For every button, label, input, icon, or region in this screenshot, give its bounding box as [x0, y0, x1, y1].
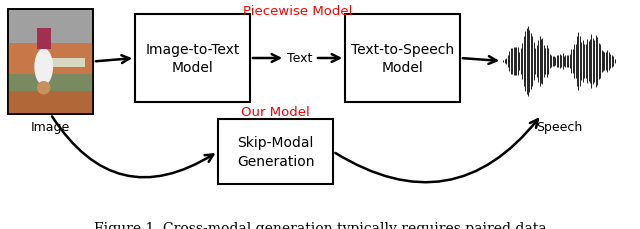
Text: Piecewise Model: Piecewise Model: [243, 5, 352, 18]
Bar: [8, 10, 93, 114]
FancyArrowPatch shape: [335, 120, 538, 183]
Text: Text: Text: [287, 52, 313, 65]
Bar: [8, 10, 93, 114]
Ellipse shape: [35, 49, 53, 86]
Bar: [218, 120, 333, 184]
Circle shape: [37, 82, 51, 95]
Bar: [345, 15, 460, 103]
Text: Image-to-Text
Model: Image-to-Text Model: [145, 43, 240, 75]
Bar: [135, 15, 250, 103]
Bar: [8, 44, 93, 75]
Text: Our Model: Our Model: [241, 106, 310, 119]
Text: Skip-Modal
Generation: Skip-Modal Generation: [237, 136, 314, 168]
Bar: [8, 75, 93, 114]
Text: Image: Image: [31, 120, 70, 133]
Text: Text-to-Speech
Model: Text-to-Speech Model: [351, 43, 454, 75]
Text: Speech: Speech: [536, 121, 582, 134]
Bar: [8, 92, 93, 114]
Bar: [37, 29, 51, 50]
Bar: [38, 59, 84, 68]
Text: Figure 1. Cross-modal generation typically requires paired data: Figure 1. Cross-modal generation typical…: [93, 221, 547, 229]
FancyArrowPatch shape: [52, 117, 213, 177]
